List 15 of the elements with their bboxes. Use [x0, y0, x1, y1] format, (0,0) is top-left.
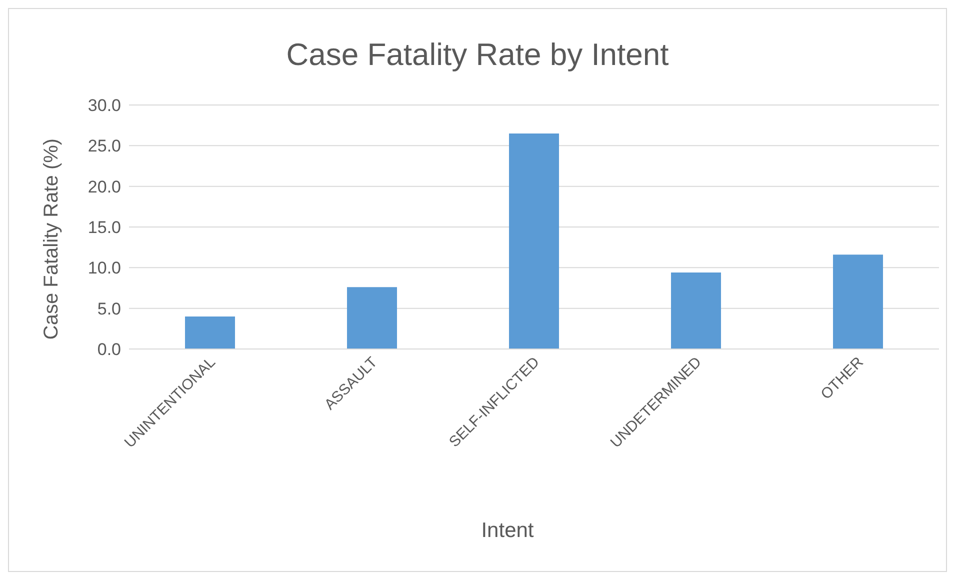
y-tick-label: 0.0: [97, 340, 121, 360]
y-tick-label: 25.0: [88, 136, 121, 156]
y-tick-label: 15.0: [88, 218, 121, 238]
y-tick-label: 10.0: [88, 258, 121, 278]
bar: [185, 316, 235, 349]
bar: [347, 287, 397, 349]
bar: [833, 254, 883, 349]
y-axis-title: Case Fatality Rate (%): [40, 138, 64, 340]
bar: [671, 272, 721, 349]
y-tick-label: 30.0: [88, 96, 121, 116]
chart-title: Case Fatality Rate by Intent: [285, 37, 670, 73]
x-axis-title: Intent: [480, 519, 535, 543]
bar: [509, 133, 559, 349]
y-tick-label: 5.0: [97, 299, 121, 318]
y-tick-label: 20.0: [88, 177, 121, 196]
